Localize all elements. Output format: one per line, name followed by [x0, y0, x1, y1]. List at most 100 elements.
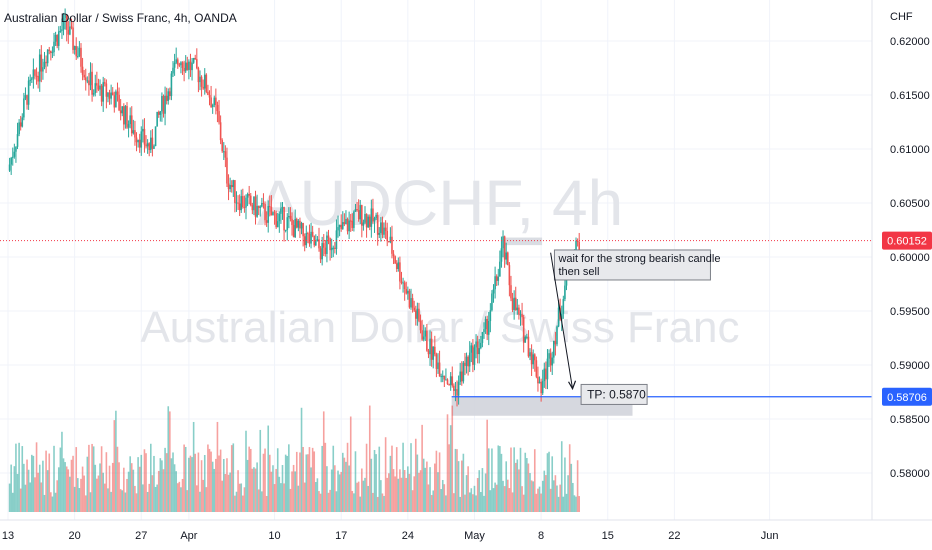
candle-body[interactable] [378, 232, 381, 235]
candle-body[interactable] [437, 362, 439, 369]
candle-body[interactable] [219, 122, 222, 141]
candle-body[interactable] [560, 313, 563, 320]
candle-body[interactable] [92, 93, 95, 95]
candle-body[interactable] [61, 29, 63, 31]
candle-body[interactable] [362, 222, 365, 226]
candle-body[interactable] [8, 164, 11, 171]
candle-body[interactable] [470, 345, 473, 353]
trade-arrow[interactable] [550, 252, 574, 389]
candle-body[interactable] [265, 220, 268, 223]
candle-body[interactable] [502, 236, 504, 249]
candle-body[interactable] [81, 66, 84, 75]
candle-body[interactable] [248, 194, 250, 196]
candle-body[interactable] [327, 235, 330, 239]
candle-body[interactable] [407, 290, 409, 294]
candle-body[interactable] [356, 209, 358, 211]
candle-body[interactable] [329, 238, 331, 251]
candle-body[interactable] [72, 27, 74, 50]
candle-body[interactable] [413, 307, 415, 311]
candle-body[interactable] [200, 76, 203, 87]
candle-body[interactable] [315, 241, 317, 246]
candle-body[interactable] [35, 75, 38, 77]
candle-body[interactable] [484, 318, 487, 330]
candle-body[interactable] [340, 224, 342, 229]
candle-body[interactable] [507, 252, 509, 266]
candle-body[interactable] [15, 146, 17, 152]
candle-body[interactable] [270, 206, 273, 216]
candle-body[interactable] [364, 213, 366, 223]
candle-body[interactable] [538, 381, 541, 384]
candle-body[interactable] [351, 220, 354, 228]
candle-body[interactable] [34, 69, 36, 76]
candle-body[interactable] [272, 212, 274, 216]
candle-body[interactable] [283, 207, 285, 231]
candle-body[interactable] [173, 62, 176, 68]
candle-body[interactable] [99, 85, 101, 90]
candle-body[interactable] [176, 59, 179, 65]
candle-body[interactable] [459, 371, 461, 382]
candle-body[interactable] [348, 220, 350, 232]
candle-body[interactable] [62, 17, 65, 30]
candle-body[interactable] [137, 139, 139, 143]
candle-body[interactable] [146, 143, 149, 147]
candle-body[interactable] [392, 253, 395, 257]
candle-body[interactable] [321, 243, 323, 260]
candle-body[interactable] [508, 265, 511, 286]
candle-body[interactable] [483, 329, 485, 333]
candle-body[interactable] [57, 31, 60, 46]
candle-body[interactable] [253, 196, 255, 211]
candle-body[interactable] [330, 247, 333, 251]
candle-body[interactable] [495, 276, 498, 281]
candle-body[interactable] [564, 285, 566, 300]
candle-body[interactable] [134, 130, 136, 138]
candle-body[interactable] [557, 307, 560, 327]
candle-body[interactable] [481, 332, 484, 343]
candle-body[interactable] [522, 317, 525, 343]
candle-body[interactable] [402, 282, 404, 284]
candle-body[interactable] [518, 307, 520, 315]
candle-body[interactable] [224, 151, 227, 158]
candle-body[interactable] [419, 320, 422, 331]
candle-body[interactable] [121, 106, 124, 114]
candle-body[interactable] [262, 202, 265, 205]
candle-body[interactable] [32, 69, 35, 79]
candle-body[interactable] [318, 239, 320, 249]
candle-body[interactable] [183, 67, 185, 72]
candle-body[interactable] [229, 185, 231, 190]
candle-body[interactable] [151, 137, 154, 149]
price-axis[interactable]: 0.62000 0.61500 0.61000 0.60500 0.60000 0.595… [890, 36, 930, 480]
candle-body[interactable] [292, 225, 295, 238]
candle-body[interactable] [449, 376, 452, 385]
candle-body[interactable] [397, 262, 400, 269]
candle-body[interactable] [86, 80, 89, 82]
candle-body[interactable] [167, 91, 170, 101]
candle-body[interactable] [343, 222, 346, 225]
candle-body[interactable] [400, 281, 403, 283]
candle-body[interactable] [308, 233, 311, 244]
candle-body[interactable] [456, 389, 458, 396]
candle-body[interactable] [103, 82, 106, 84]
candle-body[interactable] [291, 218, 293, 226]
candle-body[interactable] [288, 215, 290, 218]
candle-body[interactable] [432, 346, 435, 360]
candle-body[interactable] [161, 96, 163, 112]
candle-body[interactable] [380, 222, 382, 233]
candle-body[interactable] [299, 220, 301, 229]
candle-body[interactable] [410, 298, 412, 308]
candle-body[interactable] [56, 34, 58, 46]
candle-body[interactable] [435, 354, 438, 369]
candle-body[interactable] [29, 79, 32, 81]
candle-body[interactable] [218, 111, 220, 123]
candle-body[interactable] [519, 314, 522, 316]
candle-body[interactable] [180, 62, 182, 66]
candle-body[interactable] [478, 348, 481, 355]
candle-body[interactable] [142, 128, 144, 132]
candle-body[interactable] [411, 298, 414, 308]
drawings[interactable]: 0.60152 0.58706 wait for the strong bearis… [0, 231, 932, 406]
candle-body[interactable] [31, 78, 33, 80]
candle-body[interactable] [269, 206, 271, 208]
candle-body[interactable] [446, 379, 449, 385]
candle-body[interactable] [494, 276, 496, 290]
candle-body[interactable] [26, 95, 28, 105]
candle-body[interactable] [126, 106, 128, 128]
